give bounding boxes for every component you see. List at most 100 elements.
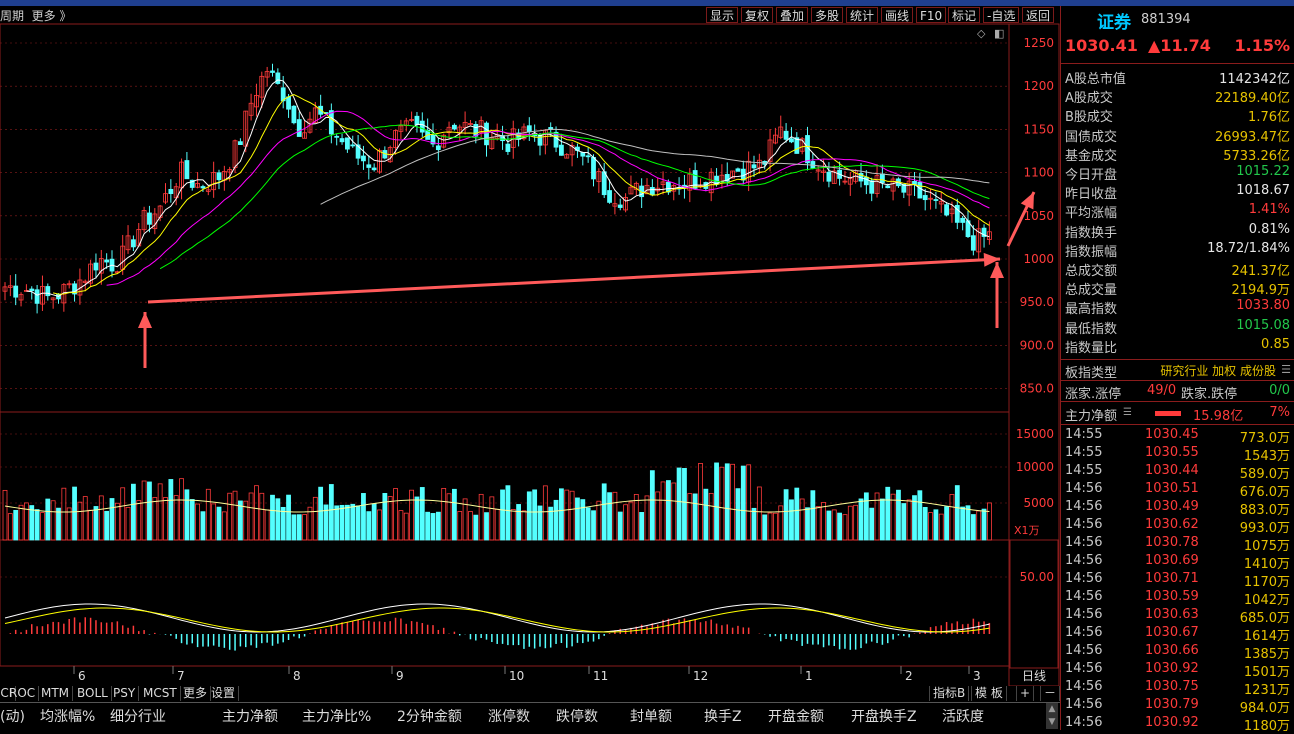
indicator-tab-roc[interactable]: ROC	[6, 686, 40, 701]
candle-body	[938, 200, 944, 205]
right-tab-3[interactable]: －	[1040, 686, 1061, 701]
candle-body	[773, 134, 778, 144]
panel-toggle-icon[interactable]: ◧	[994, 27, 1005, 40]
column-header[interactable]: 换手Z	[704, 709, 742, 725]
adjust-button[interactable]: 复权	[741, 7, 774, 23]
volume-bar	[987, 502, 992, 541]
candle-body	[334, 135, 340, 138]
column-header[interactable]: 主力净额	[222, 709, 278, 725]
stat-value: 1015.22	[1236, 164, 1290, 179]
column-header[interactable]: 均涨幅%	[40, 709, 96, 725]
period-menu[interactable]: 周期 更多 》	[0, 7, 71, 24]
volume-bar	[195, 503, 201, 541]
scroll-arrows[interactable]: ▲ ▼	[1046, 703, 1058, 729]
volume-bar	[339, 504, 345, 541]
indicator-tab-psy[interactable]: PSY	[110, 686, 140, 701]
candle-body	[29, 288, 35, 292]
candle-body	[446, 126, 452, 134]
candle-body	[291, 105, 297, 124]
candle-body	[874, 175, 880, 194]
column-header[interactable]: 开盘换手Z	[851, 709, 917, 725]
stat-value: 0.81%	[1248, 221, 1290, 237]
candle-body	[591, 156, 596, 180]
tick-row: 14:56 1030.49 883.0万	[1061, 499, 1294, 518]
column-header[interactable]: 活跃度	[942, 709, 984, 725]
column-header[interactable]: 主力净比%	[302, 709, 372, 725]
back-button[interactable]: 返回	[1022, 7, 1055, 23]
stat-row: 最低指数 1015.08	[1061, 317, 1294, 337]
tick-price: 1030.44	[1145, 463, 1199, 478]
display-button[interactable]: 显示	[706, 7, 739, 23]
volume-bar	[323, 504, 329, 541]
volume-bar	[858, 498, 864, 541]
volume-bar	[259, 492, 265, 541]
volume-bar	[130, 483, 136, 541]
volume-bar	[965, 505, 971, 541]
indicator-tab-设置[interactable]: 设置	[208, 686, 240, 701]
tick-volume: 1410万	[1243, 557, 1290, 572]
main-flow-value: 15.98亿	[1193, 409, 1244, 424]
column-header[interactable]: (动)	[0, 709, 25, 725]
overlay-button[interactable]: 叠加	[776, 7, 809, 23]
month-label: 7	[177, 669, 185, 683]
kline-chart-area[interactable]: 1250 1200 1150 1100 1050 1000 950.0 900.0 850.0 1…	[0, 6, 1060, 686]
column-header[interactable]: 开盘金额	[768, 709, 824, 725]
candle-body	[623, 197, 628, 211]
period-label[interactable]: 周期	[0, 9, 25, 23]
board-type-value[interactable]: 研究行业 加权 成份股	[1160, 364, 1276, 378]
column-header[interactable]: 细分行业	[110, 709, 166, 725]
month-label: 8	[293, 669, 301, 683]
candle-body	[270, 70, 275, 73]
indicator-tab-boll[interactable]: BOLL	[74, 686, 112, 701]
more-menu[interactable]: 更多 》	[31, 9, 72, 23]
volume-bar	[553, 499, 559, 541]
list-icon[interactable]: ☰	[1281, 363, 1291, 376]
volume-bar	[794, 487, 800, 541]
indicator-tab-更多[interactable]: 更多	[180, 686, 212, 701]
candle-body	[687, 173, 693, 191]
volume-bar	[885, 486, 891, 541]
stat-row: A股总市值 1142342亿	[1061, 67, 1294, 87]
right-tab-2[interactable]: +	[1016, 686, 1035, 701]
tick-volume: 1180万	[1243, 719, 1290, 734]
period-daily-button[interactable]: 日线	[1022, 669, 1046, 683]
divider	[1061, 380, 1294, 381]
column-header[interactable]: 2分钟金额	[397, 709, 462, 725]
diamond-icon[interactable]: ◇	[977, 27, 986, 40]
volume-bar	[532, 489, 538, 541]
candle-body	[93, 262, 99, 271]
stat-label: 最高指数	[1065, 302, 1118, 318]
candle-body	[473, 124, 479, 137]
column-header[interactable]: 封单额	[630, 709, 672, 725]
f10-button[interactable]: F10	[916, 7, 947, 23]
right-tab-1[interactable]: 模 板	[971, 686, 1007, 701]
tick-row: 14:56 1030.59 1042万	[1061, 589, 1294, 608]
candle-body	[880, 173, 885, 183]
volume-bar	[580, 499, 586, 541]
volume-bar	[703, 488, 709, 541]
watchlist-button[interactable]: -自选	[983, 7, 1020, 23]
price-axis-label: 1050	[1023, 209, 1054, 223]
statistics-button[interactable]: 统计	[846, 7, 879, 23]
candle-body	[954, 204, 960, 223]
candle-body	[371, 167, 377, 171]
volume-bar	[970, 514, 976, 541]
volume-bar	[628, 501, 634, 541]
list-icon[interactable]: ☰	[1123, 407, 1132, 418]
tick-row: 14:56 1030.92 1180万	[1061, 715, 1294, 734]
column-header[interactable]: 跌停数	[556, 709, 598, 725]
stat-value: 1142342亿	[1219, 72, 1290, 87]
indicator-tab-mcst[interactable]: MCST	[140, 686, 181, 701]
volume-bar	[981, 508, 987, 541]
draw-line-button[interactable]: 画线	[881, 7, 914, 23]
multi-stock-button[interactable]: 多股	[811, 7, 844, 23]
tick-volume: 589.0万	[1239, 467, 1290, 482]
candle-body	[901, 183, 907, 193]
stat-value: 1018.67	[1236, 183, 1290, 199]
mark-button[interactable]: 标记	[948, 7, 981, 23]
column-header[interactable]: 涨停数	[488, 709, 530, 725]
right-tab-0[interactable]: 指标B	[929, 686, 970, 701]
tick-row: 14:56 1030.63 685.0万	[1061, 607, 1294, 626]
indicator-tab-mtm[interactable]: MTM	[38, 686, 74, 701]
indicator-tab-cci[interactable]: CCI	[0, 686, 17, 701]
